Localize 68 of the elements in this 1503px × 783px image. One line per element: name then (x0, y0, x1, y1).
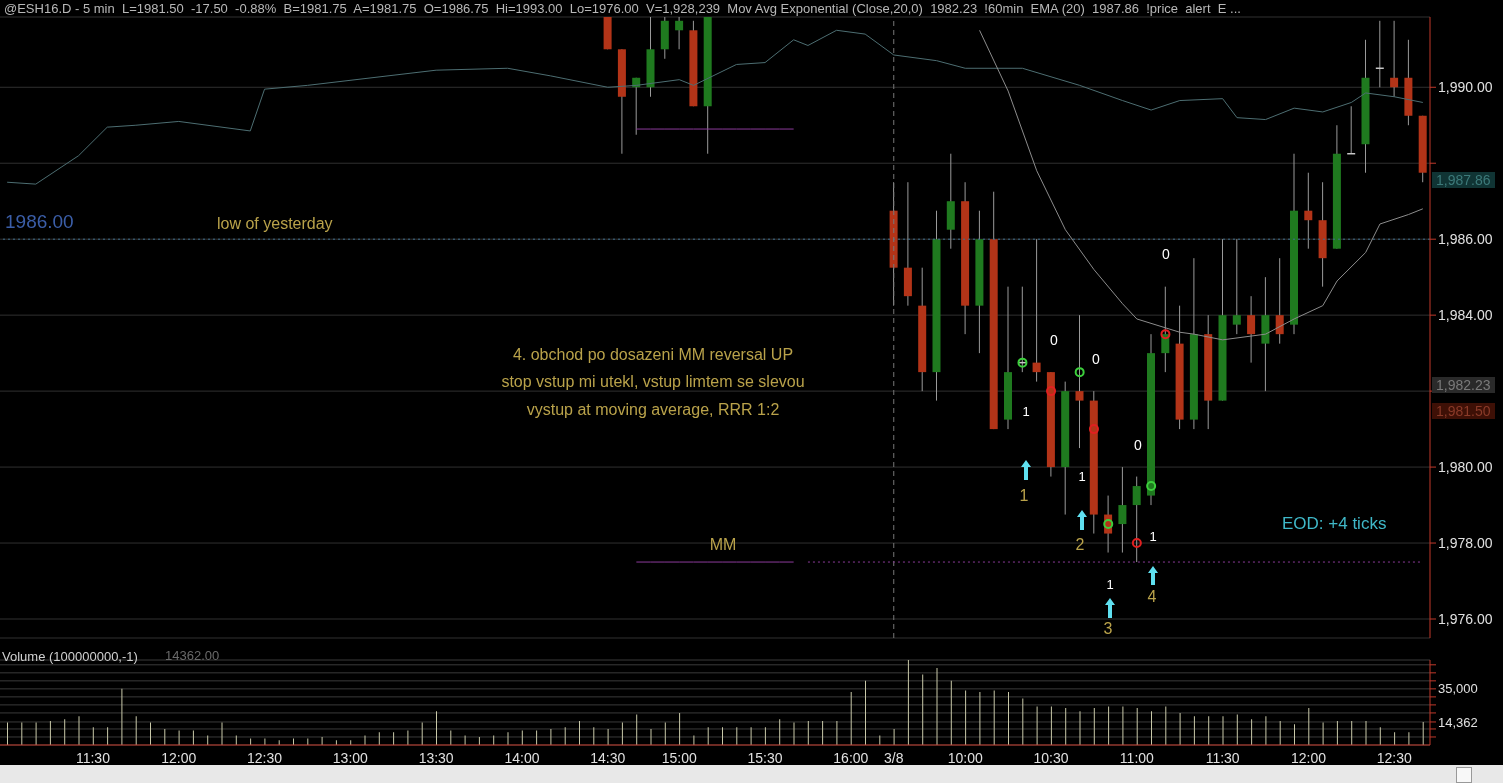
annotation: 1 (1106, 577, 1114, 593)
point (1017, 357, 1028, 368)
text: 1,982.23 (1432, 377, 1495, 394)
x-tick-label: 11:30 (75, 749, 111, 766)
candlestick (1032, 238, 1041, 383)
annotation: 14362.00 (165, 648, 220, 664)
annotation: 1 (1019, 487, 1029, 506)
x-tick-label: 11:00 (1119, 749, 1155, 766)
ref-line-label: low of yesterday (217, 214, 333, 232)
y-tick-label: 1,990.00 (1438, 79, 1493, 96)
text: 1,987.86 (1432, 172, 1495, 189)
y-tick-label: 35,000 (1438, 681, 1478, 697)
candlestick (1275, 257, 1284, 345)
candlestick (1232, 238, 1241, 335)
point (1088, 424, 1099, 435)
y-tick-label: 1,986.00 (1438, 231, 1493, 248)
candlestick (1390, 20, 1399, 98)
annotation: 4 (1147, 588, 1157, 607)
x-tick-label: 12:30 (247, 749, 283, 766)
annotation: 0 (1050, 332, 1058, 349)
candlestick (1118, 466, 1127, 554)
annotation: 1 (1149, 529, 1157, 545)
annotation: 3 (1103, 620, 1113, 639)
point (1074, 367, 1085, 378)
x-tick-label: 12:00 (161, 749, 197, 766)
annotation: 4. obchod po dosazeni MM reversal UP (512, 346, 794, 365)
annotation: 0 (1134, 437, 1142, 454)
y-tick-label: 1,978.00 (1438, 535, 1493, 552)
x-tick-label: 14:30 (590, 749, 626, 766)
x-tick-label: 10:30 (1033, 749, 1069, 766)
annotation: 2 (1075, 536, 1085, 555)
annotation: MM (709, 536, 737, 555)
point (1131, 538, 1142, 549)
annotation: stop vstup mi utekl, vstup limtem se slevou (501, 373, 805, 392)
y-tick-label: 14,362 (1438, 714, 1478, 730)
y-tick-label: 1,980.00 (1438, 459, 1493, 476)
annotation: 1986.00 (5, 211, 74, 233)
annotation: 0 (1092, 351, 1100, 368)
x-tick-label: 14:00 (504, 749, 540, 766)
chart-title: Volume (100000000,-1) (2, 649, 138, 664)
candlestick (1132, 476, 1141, 563)
y-tick-label: 1,984.00 (1438, 307, 1493, 324)
annotation: 1 (1022, 404, 1030, 420)
x-tick-label: 11:30 (1205, 749, 1240, 766)
y-tick-label: 1,976.00 (1438, 610, 1493, 627)
x-tick-label: 10:00 (947, 749, 983, 766)
point (1146, 481, 1157, 492)
x-tick-label: 13:00 (332, 749, 369, 766)
candlestick (1304, 172, 1313, 250)
annotation: 0 (1162, 246, 1170, 263)
annotation: EOD: +4 ticks (1282, 514, 1387, 534)
x-tick-label: 15:00 (661, 749, 697, 766)
annotation: 1 (1078, 469, 1086, 485)
chart-title: @ESH16.D - 5 min L=1981.50 -17.50 -0.88% B=1981.75 A=1981.75 O=1986.75 Hi=1993.00 Lo=1976.00 V=1,928,239 Mov Avg Exponential (Close,20,0) 1982.23 !60min EMA (20) 1987.86 !price alert E ... (4, 1, 1241, 16)
x-tick-label: 12:30 (1376, 749, 1412, 766)
text: 1,981.50 (1432, 403, 1495, 420)
annotation: vystup at moving average, RRR 1:2 (526, 401, 780, 420)
x-tick-label: 12:00 (1290, 749, 1327, 766)
point (1160, 329, 1171, 340)
x-tick-label: 16:00 (833, 749, 869, 766)
x-tick-label: 3/8 (884, 749, 904, 766)
x-tick-label: 13:30 (418, 749, 454, 766)
point (1103, 519, 1114, 530)
x-tick-label: 15:30 (747, 749, 783, 766)
candlestick (1247, 295, 1256, 364)
line-series (6, 29, 1424, 185)
point (1046, 386, 1057, 397)
candlestick (1075, 314, 1084, 449)
